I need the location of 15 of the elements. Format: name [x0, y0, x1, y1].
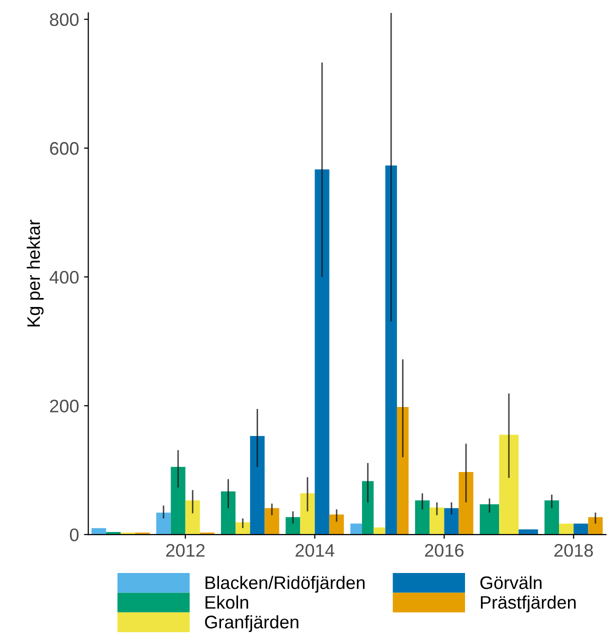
x-tick-label: 2014	[296, 544, 334, 557]
legend-label: Ekoln	[206, 596, 248, 609]
y-tick-label: 600	[50, 142, 79, 155]
y-tick-label: 0	[70, 528, 79, 542]
legend-label: Granfjärden	[205, 615, 298, 632]
legend-label: Blacken/Ridöfjärden	[206, 576, 365, 593]
y-tick-label: 200	[50, 400, 79, 412]
y-tick-label: 400	[50, 270, 79, 284]
legend-label: Prästfjärden	[480, 596, 576, 612]
x-tick-label: 2018	[554, 544, 593, 557]
x-tick-label: 2012	[166, 544, 205, 557]
y-tick-label: 800	[50, 13, 79, 26]
x-tick-label: 2016	[425, 544, 464, 557]
y-axis-title: Kg per hektar	[26, 220, 44, 326]
legend-label: Görväln	[480, 576, 542, 590]
